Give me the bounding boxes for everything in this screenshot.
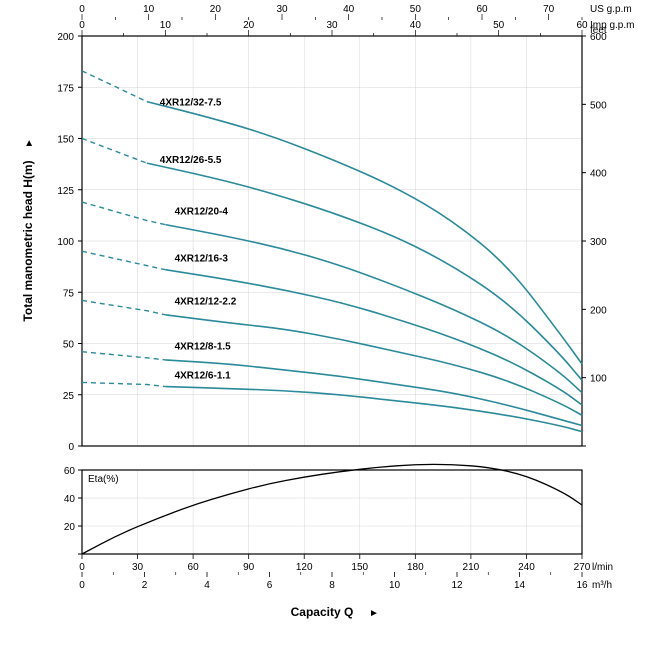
x-tick-lmin: 120	[296, 562, 313, 573]
curve-label: 4XR12/16-3	[175, 254, 229, 265]
y-tick-feet: 500	[590, 100, 607, 111]
eta-y-label: Eta(%)	[88, 474, 119, 485]
eta-plot-border	[82, 470, 582, 554]
top-tick-us: 50	[410, 4, 422, 15]
y-tick-feet: 100	[590, 374, 607, 385]
y-tick-m: 125	[57, 186, 74, 197]
pump-curve-dash	[82, 352, 165, 360]
curve-label: 4XR12/20-4	[175, 206, 229, 217]
top-tick-us: 60	[476, 4, 488, 15]
curve-label: 4XR12/12-2.2	[175, 297, 237, 308]
top-tick-imp: 10	[160, 20, 172, 31]
y-tick-feet: 400	[590, 169, 607, 180]
pump-curve-dash	[82, 71, 147, 102]
top-tick-us: 0	[79, 4, 85, 15]
x-tick-lmin: 90	[243, 562, 255, 573]
eta-y-tick: 40	[64, 494, 76, 505]
y-tick-m: 75	[63, 288, 75, 299]
top-tick-imp: 50	[493, 20, 505, 31]
x-tick-m3h: 14	[514, 580, 526, 591]
top-tick-us: 40	[343, 4, 355, 15]
x-tick-lmin: 60	[188, 562, 200, 573]
y-tick-m: 25	[63, 391, 75, 402]
x-tick-m3h: 12	[451, 580, 463, 591]
x-tick-lmin: 270	[574, 562, 591, 573]
pump-curve	[165, 315, 582, 415]
y-tick-m: 0	[68, 442, 74, 453]
pump-curve	[165, 270, 582, 405]
curve-label: 4XR12/26-5.5	[160, 155, 222, 166]
eta-curve	[82, 464, 582, 554]
x-tick-m3h: 6	[267, 580, 273, 591]
top-tick-imp: 0	[79, 20, 85, 31]
x-tick-lmin: 210	[463, 562, 480, 573]
eta-y-tick: 60	[64, 466, 76, 477]
pump-curve-dash	[82, 202, 165, 225]
y-tick-feet: 200	[590, 305, 607, 316]
y-axis-arrow-icon: ►	[24, 138, 35, 148]
x-tick-m3h: 4	[204, 580, 210, 591]
x-axis-arrow-icon: ►	[369, 608, 379, 619]
x-axis-label: Capacity Q	[291, 605, 354, 619]
curve-label: 4XR12/6-1.1	[175, 370, 232, 381]
y-tick-m: 100	[57, 237, 74, 248]
eta-y-tick: 20	[64, 522, 76, 533]
lmin-unit: l/min	[592, 562, 613, 573]
top-tick-imp: 40	[410, 20, 422, 31]
pump-curve-dash	[82, 139, 147, 164]
y-tick-feet: 300	[590, 237, 607, 248]
pump-curve-dash	[82, 251, 165, 269]
y-tick-m: 175	[57, 83, 74, 94]
top-tick-us: 30	[276, 4, 288, 15]
x-tick-m3h: 10	[389, 580, 401, 591]
top-tick-imp: 60	[576, 20, 588, 31]
x-tick-m3h: 8	[329, 580, 335, 591]
y-tick-m: 200	[57, 32, 74, 43]
y-tick-m: 150	[57, 135, 74, 146]
m3h-unit: m³/h	[592, 580, 612, 591]
x-tick-m3h: 16	[576, 580, 588, 591]
top-tick-imp: 20	[243, 20, 255, 31]
x-tick-lmin: 240	[518, 562, 535, 573]
pump-curve-dash	[82, 382, 165, 386]
us-gpm-unit: US g.p.m	[590, 4, 632, 15]
pump-curve-dash	[82, 300, 165, 314]
curve-label: 4XR12/32-7.5	[160, 98, 222, 109]
top-tick-us: 20	[210, 4, 222, 15]
y-tick-m: 50	[63, 340, 75, 351]
curve-label: 4XR12/8-1.5	[175, 342, 232, 353]
x-tick-lmin: 0	[79, 562, 85, 573]
x-tick-m3h: 0	[79, 580, 85, 591]
imp-gpm-unit: Imp g.p.m	[590, 20, 634, 31]
y-axis-label: Total manometric head H(m)	[21, 160, 35, 321]
x-tick-lmin: 150	[351, 562, 368, 573]
top-tick-us: 10	[143, 4, 155, 15]
top-tick-us: 70	[543, 4, 555, 15]
x-tick-m3h: 2	[142, 580, 148, 591]
x-tick-lmin: 180	[407, 562, 424, 573]
x-tick-lmin: 30	[132, 562, 144, 573]
top-tick-imp: 30	[326, 20, 338, 31]
